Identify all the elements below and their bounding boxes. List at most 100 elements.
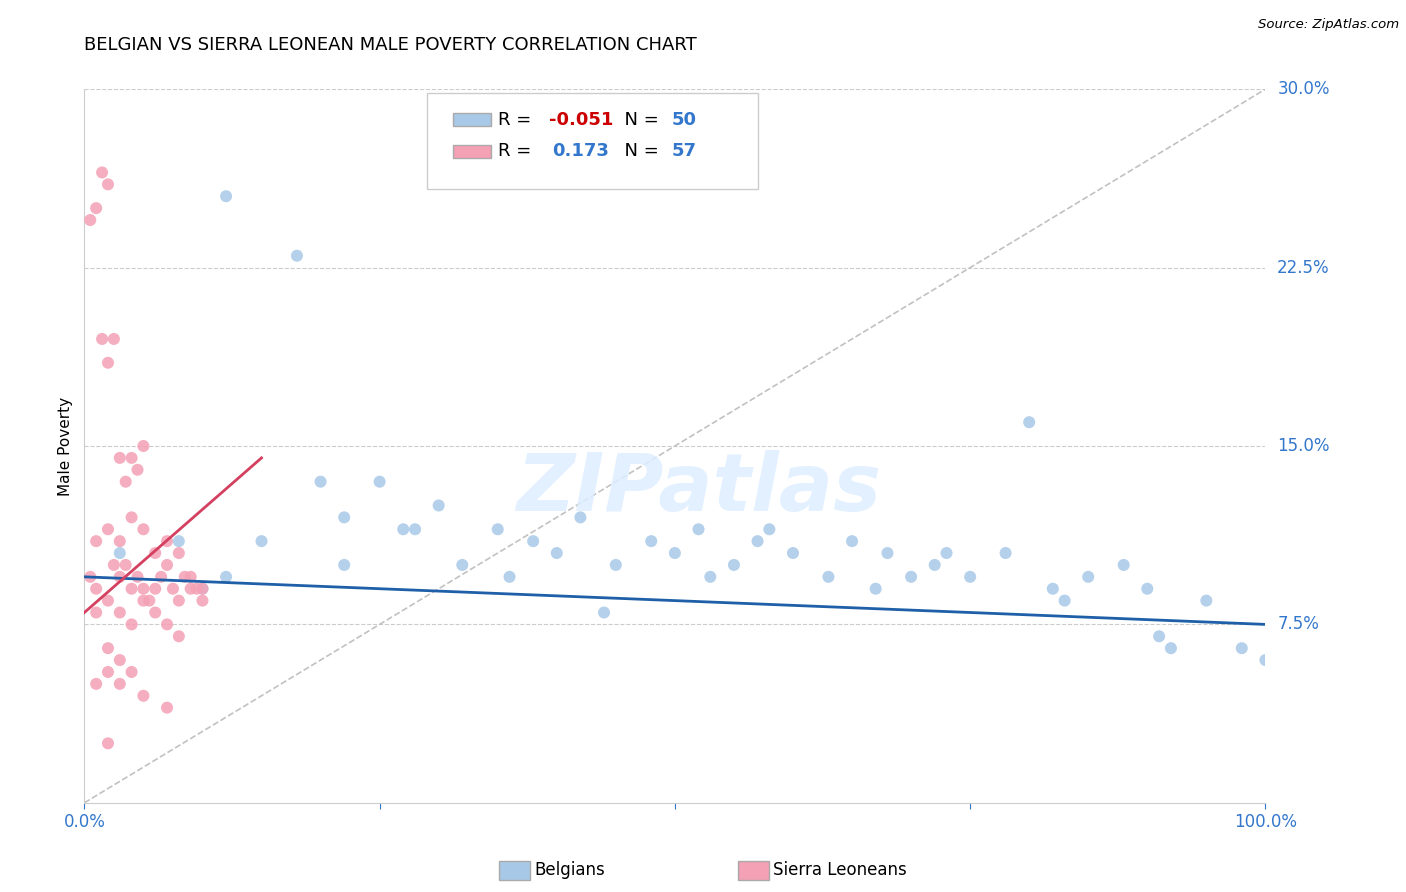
Point: [97, 356, 120, 370]
Point: [605, 558, 627, 572]
Point: [156, 534, 179, 549]
Text: R =: R =: [498, 111, 537, 128]
Point: [84, 677, 107, 691]
Point: [924, 558, 946, 572]
Point: [900, 570, 922, 584]
Point: [121, 617, 143, 632]
Point: [79, 213, 101, 227]
FancyBboxPatch shape: [453, 113, 491, 127]
Point: [180, 570, 202, 584]
Point: [121, 582, 143, 596]
Point: [1053, 593, 1076, 607]
Point: [162, 582, 184, 596]
Point: [97, 665, 120, 679]
Point: [132, 593, 155, 607]
Text: 0.173: 0.173: [553, 143, 609, 161]
Point: [215, 570, 238, 584]
Point: [486, 522, 509, 536]
Point: [191, 582, 214, 596]
Point: [747, 534, 769, 549]
Point: [132, 522, 155, 536]
Point: [1160, 641, 1182, 656]
Point: [451, 558, 474, 572]
Text: ZIPatlas: ZIPatlas: [516, 450, 882, 528]
Point: [404, 522, 426, 536]
Text: 57: 57: [671, 143, 696, 161]
Point: [215, 189, 238, 203]
Point: [186, 582, 208, 596]
Point: [143, 606, 166, 620]
Point: [167, 534, 190, 549]
Point: [782, 546, 804, 560]
Point: [132, 582, 155, 596]
Point: [143, 582, 166, 596]
Point: [143, 546, 166, 560]
Point: [368, 475, 391, 489]
Text: 7.5%: 7.5%: [1277, 615, 1319, 633]
Point: [156, 617, 179, 632]
Text: N =: N =: [613, 143, 665, 161]
Text: Belgians: Belgians: [534, 861, 605, 879]
Point: [935, 546, 957, 560]
Point: [156, 700, 179, 714]
Point: [121, 450, 143, 465]
Point: [167, 629, 190, 643]
Point: [699, 570, 721, 584]
Y-axis label: Male Poverty: Male Poverty: [58, 396, 73, 496]
Point: [108, 677, 131, 691]
Text: Source: ZipAtlas.com: Source: ZipAtlas.com: [1258, 18, 1399, 31]
Point: [593, 606, 616, 620]
Point: [498, 570, 520, 584]
Point: [97, 736, 120, 750]
Point: [167, 593, 190, 607]
Point: [132, 689, 155, 703]
Point: [91, 332, 114, 346]
Text: 15.0%: 15.0%: [1277, 437, 1330, 455]
Point: [640, 534, 662, 549]
Text: Sierra Leoneans: Sierra Leoneans: [773, 861, 907, 879]
Text: N =: N =: [613, 111, 665, 128]
Text: 50: 50: [671, 111, 696, 128]
Point: [758, 522, 780, 536]
Point: [1112, 558, 1135, 572]
Text: 22.5%: 22.5%: [1277, 259, 1330, 277]
Point: [97, 522, 120, 536]
Point: [427, 499, 450, 513]
Text: -0.051: -0.051: [548, 111, 613, 128]
Point: [173, 570, 195, 584]
Point: [841, 534, 863, 549]
Point: [569, 510, 592, 524]
Point: [180, 582, 202, 596]
Point: [114, 475, 136, 489]
Point: [91, 165, 114, 179]
Point: [1230, 641, 1253, 656]
Point: [84, 534, 107, 549]
Point: [108, 534, 131, 549]
Point: [150, 570, 173, 584]
Point: [333, 558, 356, 572]
Point: [723, 558, 745, 572]
Point: [108, 546, 131, 560]
FancyBboxPatch shape: [453, 145, 491, 158]
Point: [84, 582, 107, 596]
Point: [97, 178, 120, 192]
Point: [688, 522, 710, 536]
Point: [309, 475, 332, 489]
Point: [84, 606, 107, 620]
Point: [664, 546, 686, 560]
Point: [1195, 593, 1218, 607]
Point: [191, 582, 214, 596]
Point: [959, 570, 981, 584]
Point: [103, 558, 125, 572]
Point: [1147, 629, 1170, 643]
Point: [1254, 653, 1277, 667]
Point: [108, 653, 131, 667]
Point: [156, 558, 179, 572]
Point: [865, 582, 887, 596]
Point: [127, 463, 149, 477]
Point: [333, 510, 356, 524]
Text: R =: R =: [498, 143, 537, 161]
Point: [817, 570, 839, 584]
Point: [1077, 570, 1099, 584]
Point: [250, 534, 273, 549]
